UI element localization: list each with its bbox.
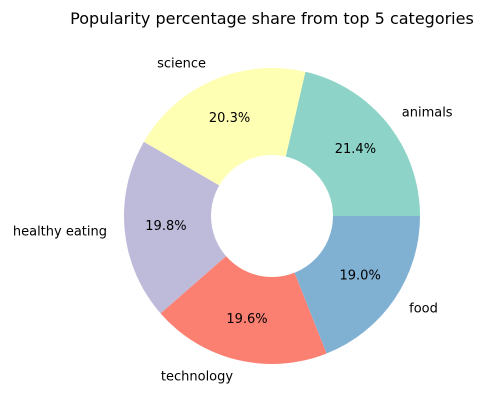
category-label-healthy-eating: healthy eating [13,225,107,240]
donut-hole [211,155,333,277]
category-label-animals: animals [402,105,453,120]
percentage-label-technology: 19.6% [226,312,267,327]
category-label-science: science [157,56,206,71]
category-labels-group: animals science healthy eating technology fo… [13,56,453,384]
chart-title: Popularity percentage share from top 5 c… [70,9,474,28]
category-label-technology: technology [161,370,233,385]
slice-healthy-eating [124,141,272,314]
percentage-labels-group: 21.4% 20.3% 19.8% 19.6% 19.0% [145,111,381,327]
category-label-food: food [409,302,438,317]
percentage-label-animals: 21.4% [335,142,376,157]
percentage-label-healthy-eating: 19.8% [145,219,186,234]
percentage-label-science: 20.3% [209,111,250,126]
percentage-label-food: 19.0% [340,268,381,283]
